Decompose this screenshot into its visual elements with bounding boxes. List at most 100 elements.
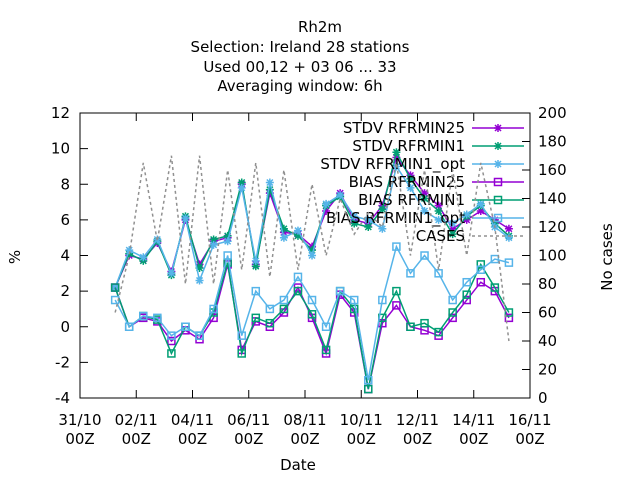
marker <box>265 304 275 314</box>
series-line <box>114 244 510 381</box>
marker <box>420 318 429 328</box>
marker <box>307 295 317 305</box>
marker <box>110 283 120 292</box>
x-tick-label: 06/11 00Z <box>227 411 270 448</box>
marker <box>504 308 514 317</box>
marker <box>392 148 401 157</box>
marker <box>476 277 486 287</box>
marker <box>462 290 471 299</box>
x-tick-label: 16/11 00Z <box>508 411 551 448</box>
marker <box>307 310 317 319</box>
legend-label: STDV RFRMIN1_opt <box>320 155 465 174</box>
y2-tick-label: 100 <box>538 247 567 265</box>
y-tick-label: -4 <box>55 389 70 407</box>
marker <box>321 322 331 331</box>
marker <box>195 331 204 340</box>
marker <box>223 231 232 240</box>
series-line <box>114 155 510 342</box>
legend-label: STDV RFRMIN25 <box>343 119 465 137</box>
marker <box>494 142 502 150</box>
marker <box>293 226 302 235</box>
marker <box>493 195 503 205</box>
marker <box>251 256 260 265</box>
marker <box>251 262 260 271</box>
marker <box>504 224 513 233</box>
marker <box>251 313 261 323</box>
marker <box>406 183 415 192</box>
y-tick-label: 10 <box>51 140 70 158</box>
y2-tick-label: 80 <box>538 275 557 293</box>
marker <box>322 199 331 208</box>
marker <box>493 177 503 187</box>
marker <box>251 286 261 296</box>
marker <box>308 251 317 260</box>
marker <box>124 322 134 331</box>
marker <box>167 331 176 340</box>
marker <box>420 194 429 203</box>
marker <box>350 219 359 228</box>
marker <box>493 213 503 223</box>
marker <box>279 304 289 314</box>
y2-tick-label: 40 <box>538 332 557 350</box>
marker <box>476 260 486 269</box>
y2-tick-label: 200 <box>538 104 567 122</box>
marker <box>462 210 471 219</box>
marker <box>434 215 443 224</box>
x-tick-label: 31/10 00Z <box>58 411 101 448</box>
x-tick-label: 14/11 00Z <box>452 411 495 448</box>
marker <box>448 230 457 239</box>
y2-tick-label: 140 <box>538 190 567 208</box>
marker <box>139 311 148 321</box>
marker <box>476 265 486 274</box>
marker <box>448 308 457 317</box>
marker <box>349 304 359 314</box>
marker <box>237 178 246 187</box>
marker <box>378 224 387 233</box>
marker <box>237 183 246 192</box>
marker <box>265 185 274 194</box>
y-tick-label: 8 <box>60 175 70 193</box>
marker <box>153 313 162 323</box>
marker <box>139 253 148 262</box>
marker <box>448 219 457 228</box>
y2-tick-label: 120 <box>538 218 567 236</box>
y-axis-label: % <box>6 250 24 264</box>
marker <box>181 322 190 331</box>
legend-label: CASES <box>416 227 465 245</box>
legend-label: STDV RFRMIN1 <box>352 137 465 155</box>
marker <box>308 246 317 255</box>
marker <box>265 318 275 328</box>
chart-subtitle: Selection: Ireland 28 stations <box>191 38 410 56</box>
marker <box>476 199 485 208</box>
marker <box>279 224 288 233</box>
x-tick-label: 02/11 00Z <box>115 411 158 448</box>
marker <box>420 189 429 198</box>
marker <box>392 242 401 251</box>
marker <box>420 206 429 215</box>
y2-tick-label: 60 <box>538 304 557 322</box>
marker <box>392 286 401 296</box>
marker <box>378 205 387 214</box>
marker <box>490 283 500 292</box>
marker <box>181 214 190 223</box>
marker <box>237 331 246 340</box>
legend-label: BIAS RFRMIN25 <box>349 173 465 191</box>
x-tick-label: 04/11 00Z <box>171 411 214 448</box>
marker <box>279 233 288 242</box>
marker <box>350 212 359 221</box>
x-axis-label: Date <box>280 456 316 474</box>
marker <box>335 286 345 296</box>
marker <box>364 215 373 224</box>
y-tick-label: 6 <box>60 211 70 229</box>
marker <box>504 313 514 323</box>
y-tick-label: 4 <box>60 247 70 265</box>
marker <box>434 327 443 337</box>
y-tick-label: 0 <box>60 318 70 336</box>
x-tick-label: 12/11 00Z <box>396 411 439 448</box>
marker <box>434 269 443 278</box>
marker <box>392 301 401 310</box>
marker <box>476 206 485 215</box>
marker <box>434 201 443 210</box>
marker <box>364 384 373 394</box>
y2-tick-label: 180 <box>538 133 567 151</box>
